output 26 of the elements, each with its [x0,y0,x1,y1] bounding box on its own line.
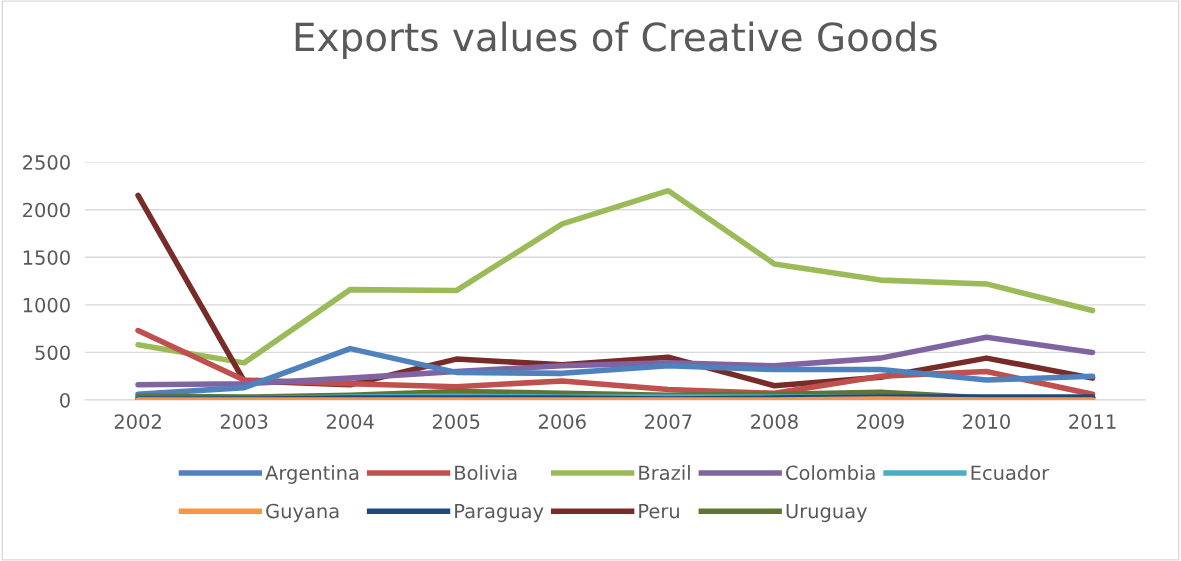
legend-label: Brazil [639,465,690,481]
x-tick-label: 2008 [751,414,798,429]
y-tick-label: 0 [60,392,70,408]
legend-label: Bolivia [455,465,517,481]
x-tick-label: 2011 [1069,414,1116,429]
x-tick-label: 2004 [326,414,374,429]
x-tick-label: 2007 [645,414,692,429]
legend-label: Peru [639,503,679,519]
y-tick-label: 500 [35,345,70,361]
y-tick-label: 1000 [23,297,70,313]
y-tick-label: 2500 [23,155,70,170]
y-tick-label: 2000 [23,202,70,218]
legend-label: Guyana [266,503,339,523]
x-tick-label: 2002 [114,414,161,429]
chart-title: Exports values of Creative Goods [295,21,937,60]
legend-label: Argentina [265,465,359,484]
x-tick-label: 2006 [538,414,586,429]
x-tick-label: 2003 [220,414,268,429]
legend-label: Uruguay [786,503,868,523]
y-tick-label: 1500 [23,250,70,265]
legend-label: Ecuador [971,465,1050,481]
legend-label: Paraguay [455,503,544,523]
x-tick-label: 2005 [432,414,480,429]
x-tick-label: 2009 [857,414,904,429]
legend-label: Colombia [786,465,875,481]
x-tick-label: 2010 [963,414,1010,429]
